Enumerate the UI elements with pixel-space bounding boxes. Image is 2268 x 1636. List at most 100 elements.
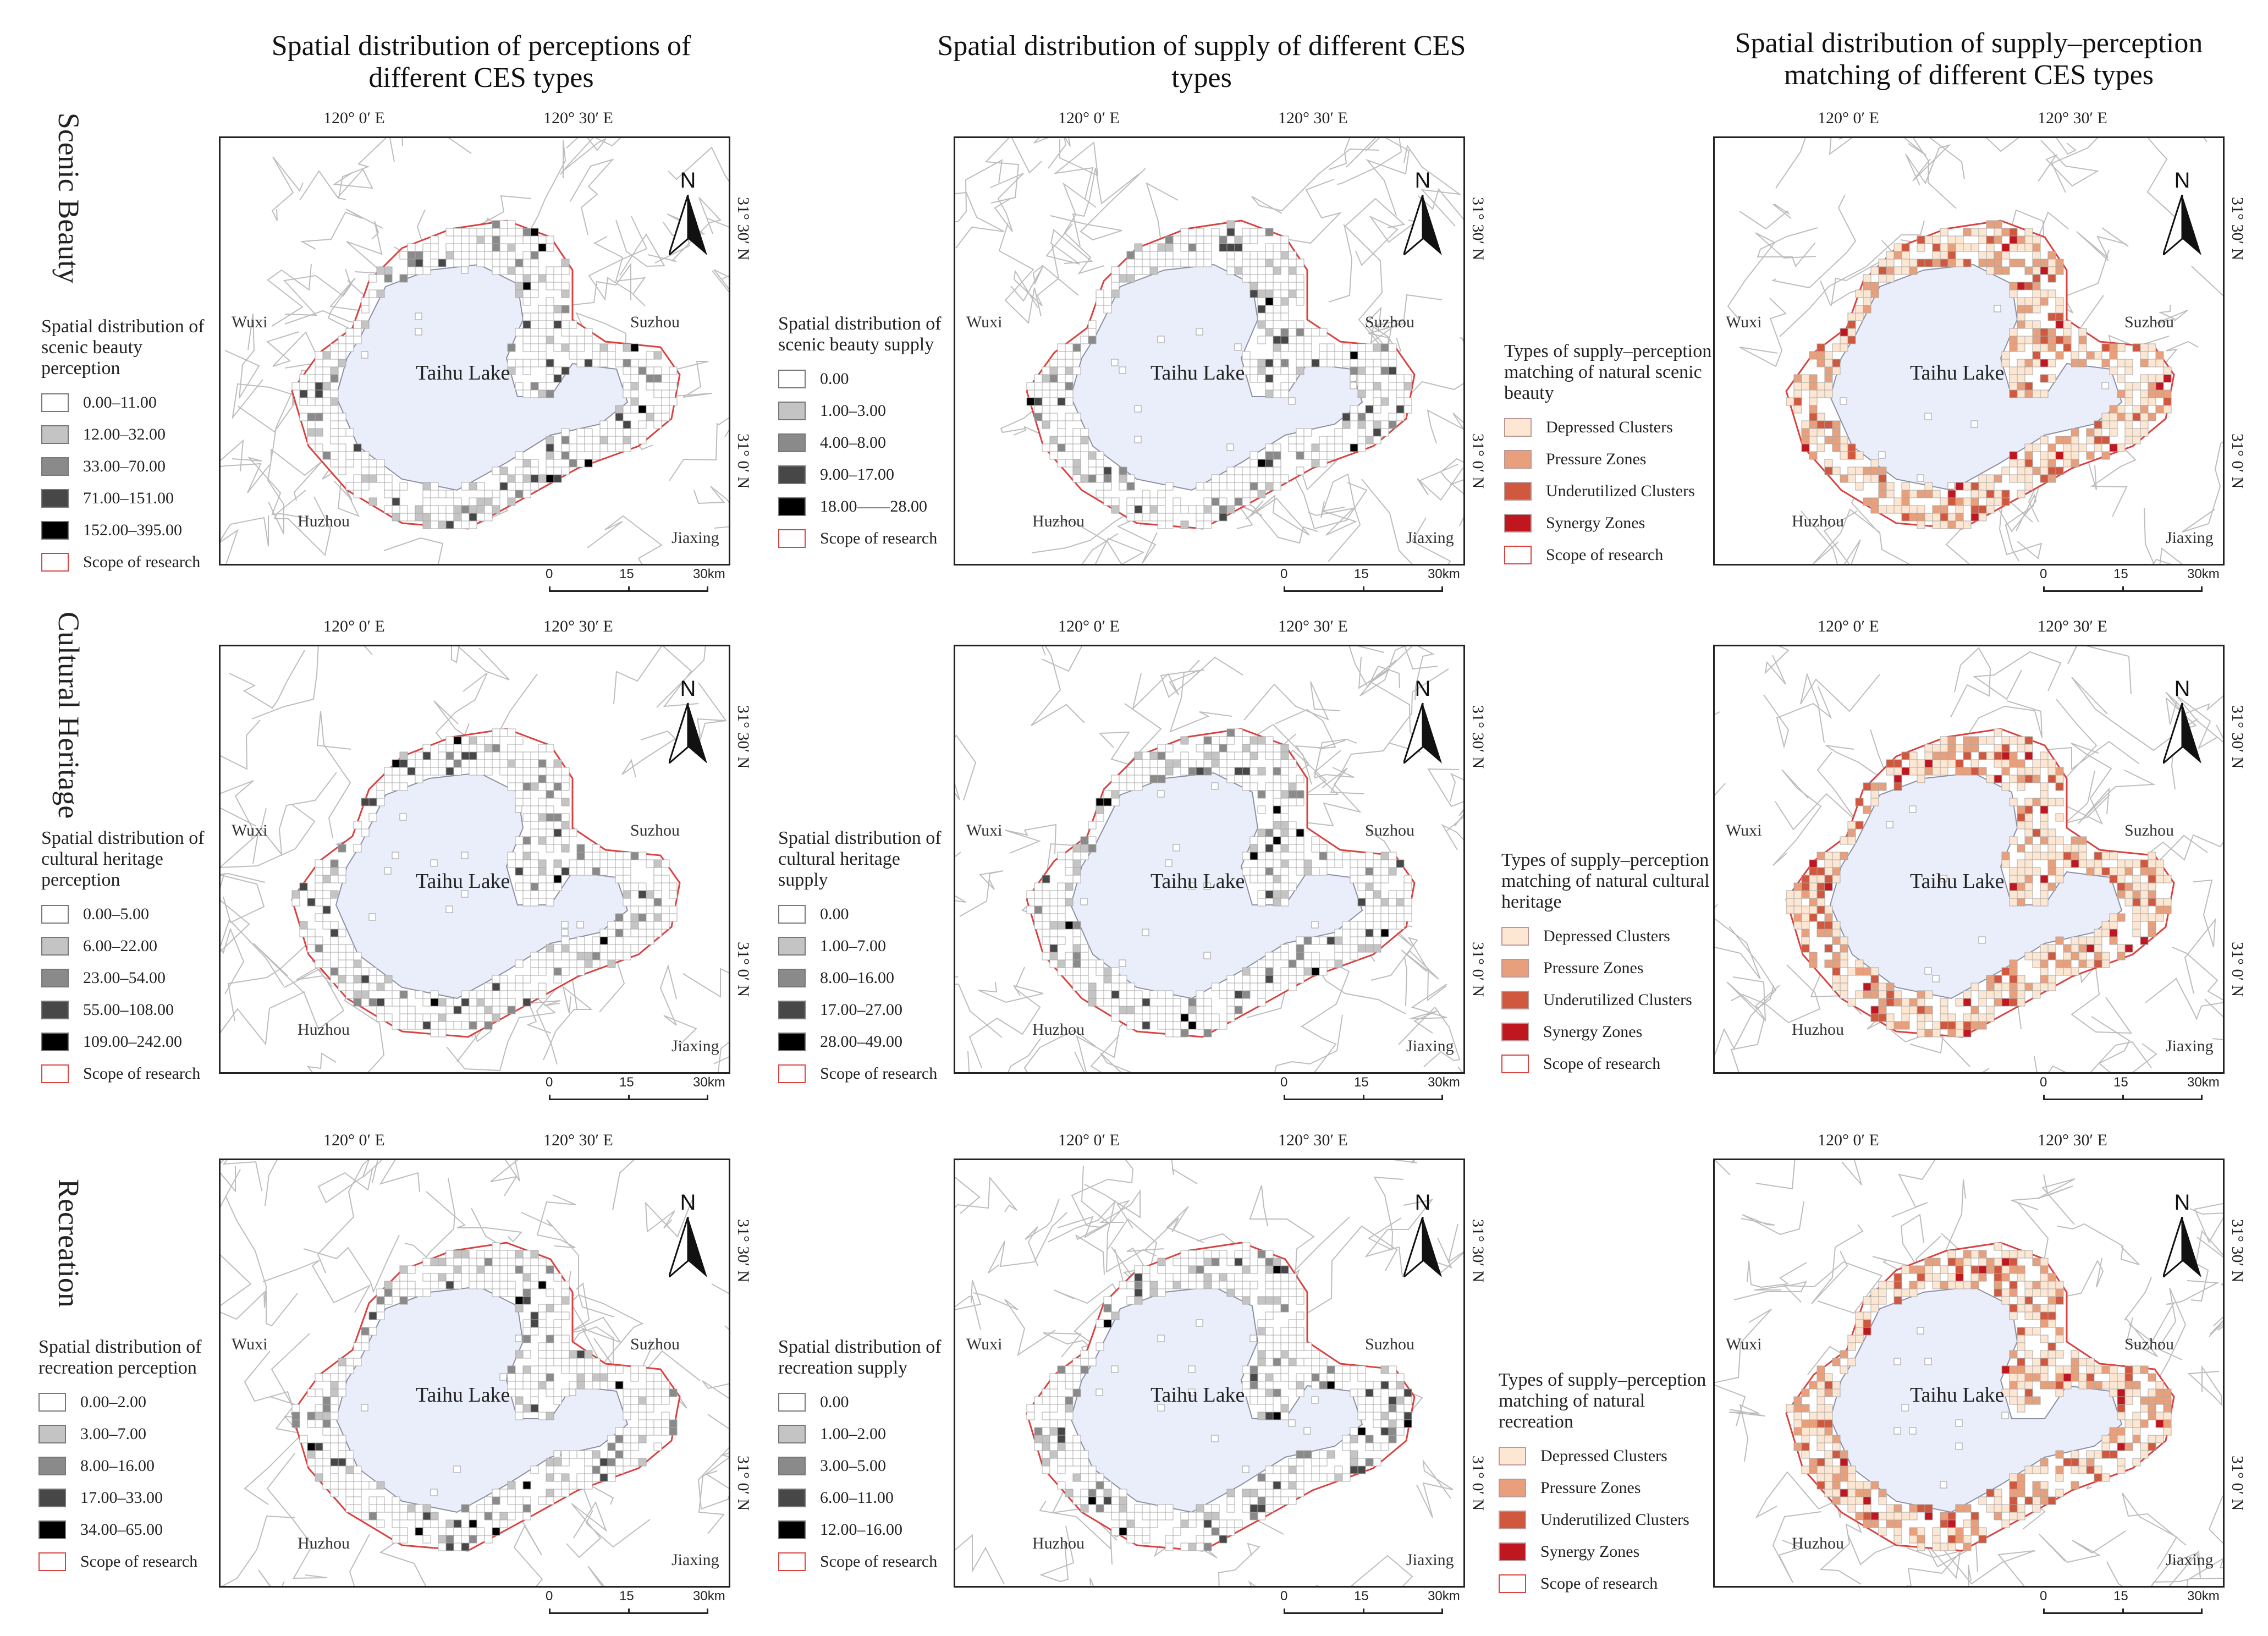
legend-item: Scope of research <box>778 1546 954 1578</box>
latitude-label: 31° 0′ N <box>734 942 752 997</box>
longitude-label: 120° 30′ E <box>1278 617 1348 635</box>
scale-label: 0 <box>2040 1075 2047 1090</box>
admin-boundary <box>311 960 385 1072</box>
admin-boundary <box>1913 138 1965 209</box>
admin-boundary <box>654 213 706 263</box>
admin-boundary <box>612 1160 635 1211</box>
admin-boundary <box>566 1296 622 1362</box>
admin-boundary <box>221 780 254 838</box>
admin-boundary <box>1427 768 1463 808</box>
legend-swatch <box>41 1001 69 1019</box>
admin-boundary <box>2091 1016 2157 1072</box>
legend-title: Spatial distribution of cultural heritag… <box>41 828 205 890</box>
place-label-suzhou: Suzhou <box>630 313 680 331</box>
admin-boundary <box>1715 926 1777 1057</box>
admin-boundary <box>1973 651 2062 700</box>
legend-swatch <box>778 433 806 452</box>
legend-item-label: 1.00–2.00 <box>820 1425 886 1443</box>
legend-swatch <box>1504 546 1532 564</box>
admin-boundary <box>2122 1492 2187 1569</box>
admin-boundary <box>1025 1198 1060 1266</box>
legend-item: Depressed Clusters <box>1504 411 1713 443</box>
legend-item: 12.00–32.00 <box>41 419 217 451</box>
scale-label: 30km <box>1428 1589 1460 1604</box>
legend-swatch <box>1499 1511 1526 1529</box>
place-label-jiaxing: Jiaxing <box>2166 1037 2214 1055</box>
place-label-huzhou: Huzhou <box>1032 1020 1085 1039</box>
admin-boundary <box>696 682 728 754</box>
admin-boundary <box>2076 227 2129 261</box>
legend-item-label: 4.00–8.00 <box>820 433 886 452</box>
scale-label: 15 <box>619 1075 634 1090</box>
legend-swatch <box>778 1064 806 1083</box>
legend-swatch <box>1504 418 1532 437</box>
place-label-wuxi: Wuxi <box>1726 1335 1762 1353</box>
longitude-label: 120° 0′ E <box>323 617 385 635</box>
legend-item: Scope of research <box>778 1058 954 1090</box>
admin-boundary <box>593 236 646 306</box>
north-arrow-icon <box>1403 703 1442 764</box>
north-label: N <box>1414 1190 1431 1215</box>
north-arrow: N <box>1403 1190 1442 1278</box>
longitude-label: 120° 30′ E <box>2038 617 2107 635</box>
legend-swatch <box>38 1425 66 1443</box>
admin-boundary <box>2204 998 2223 1018</box>
latitude-label: 31° 30′ N <box>1469 1219 1487 1283</box>
admin-boundary <box>1950 647 1991 718</box>
admin-boundary <box>957 1160 959 1161</box>
legend-item: 0.00 <box>778 1386 954 1418</box>
admin-boundary <box>713 1041 729 1072</box>
latitude-label: 31° 0′ N <box>2228 433 2247 489</box>
map-frame: Wuxi Suzhou Huzhou Jiaxing Taihu Lake N <box>954 136 1465 566</box>
admin-boundary <box>2034 1041 2152 1072</box>
admin-boundary <box>404 1178 456 1258</box>
longitude-label: 120° 0′ E <box>1058 1131 1120 1149</box>
admin-boundary <box>317 1160 373 1204</box>
place-label-jiaxing: Jiaxing <box>1406 1037 1454 1055</box>
place-label-huzhou: Huzhou <box>1792 1020 1844 1039</box>
admin-boundary <box>267 263 312 327</box>
longitude-label: 120° 0′ E <box>1818 109 1879 127</box>
legend-title: Types of supply–perception matching of n… <box>1504 341 1712 403</box>
scale-label: 0 <box>2040 567 2047 581</box>
legend-item: Depressed Clusters <box>1501 920 1710 952</box>
admin-boundary <box>1329 138 1351 170</box>
admin-boundary <box>1440 458 1463 526</box>
latitude-label: 31° 30′ N <box>734 1219 752 1283</box>
admin-boundary <box>645 1200 692 1238</box>
admin-boundary <box>659 964 697 1047</box>
legend-item-label: Scope of research <box>1543 1055 1661 1073</box>
scale-bar: 0 15 30km <box>1280 1075 1460 1122</box>
admin-boundary <box>258 1569 285 1586</box>
admin-boundary <box>1074 1006 1141 1072</box>
north-arrow: N <box>2163 168 2201 256</box>
admin-boundary <box>984 138 1042 204</box>
map-frame: Wuxi Suzhou Huzhou Jiaxing Taihu Lake N <box>219 645 730 1074</box>
lake-label: Taihu Lake <box>416 870 510 893</box>
admin-boundary <box>1245 494 1310 536</box>
admin-boundary <box>1053 139 1099 199</box>
place-label-jiaxing: Jiaxing <box>2166 529 2214 547</box>
legend-swatch <box>38 1393 66 1412</box>
north-arrow: N <box>2163 677 2201 765</box>
admin-boundary <box>1171 1160 1198 1184</box>
legend-swatch <box>41 489 69 508</box>
admin-boundary <box>1243 681 1340 721</box>
scale-label: 15 <box>1354 567 1369 581</box>
longitude-label: 120° 0′ E <box>323 109 385 127</box>
place-label-suzhou: Suzhou <box>1365 1335 1414 1353</box>
admin-boundary <box>536 1194 576 1248</box>
legend-item: 3.00–5.00 <box>778 1450 954 1482</box>
latitude-label: 31° 30′ N <box>1469 197 1487 261</box>
scale-bar: 0 15 30km <box>1280 567 1460 614</box>
admin-boundary <box>698 1452 729 1534</box>
scale-bar-tick <box>1363 1608 1364 1614</box>
place-label-suzhou: Suzhou <box>2124 1335 2174 1353</box>
admin-boundary <box>561 138 607 173</box>
admin-boundary <box>1071 1160 1134 1228</box>
legend-item-label: 6.00–11.00 <box>820 1489 894 1507</box>
row-label-scenic-beauty: Scenic Beauty <box>52 112 85 284</box>
legend-item-label: 3.00–7.00 <box>80 1425 146 1443</box>
admin-boundary <box>1361 479 1451 564</box>
legend-item: Scope of research <box>1501 1048 1710 1080</box>
